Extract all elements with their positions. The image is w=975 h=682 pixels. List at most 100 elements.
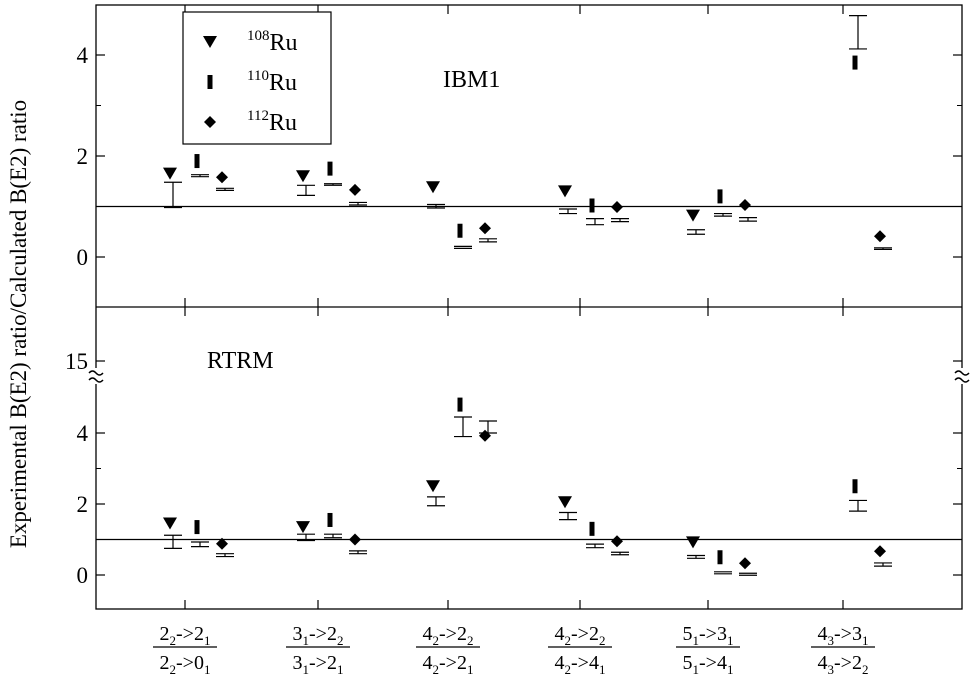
transition-text: 2 [457,652,467,674]
error-bar [427,203,445,209]
transition-text: 4 [717,652,727,674]
triangle-marker [163,517,177,530]
legend-mass-number: 108 [247,28,270,44]
transition-subscript: 1 [337,662,344,677]
bar-marker [852,479,858,494]
legend-element: Ru [269,70,297,96]
axis-break-right [954,368,970,384]
transition-text: 2 [160,623,170,645]
transition-text: 2 [589,623,599,645]
transition-text: 2 [194,623,204,645]
y-tick-label: 0 [77,245,89,270]
triangle-marker [558,496,572,509]
error-bar [586,218,604,226]
bar-marker [852,55,858,70]
axis-break-wave [954,377,970,383]
category-numerator: 42->22 [423,623,474,648]
axis-break-wave [88,370,104,376]
error-bar [479,420,497,434]
transition-text: -> [439,623,457,645]
transition-subscript: 2 [170,633,177,648]
transition-subscript: 1 [204,633,211,648]
diamond-marker [349,183,361,196]
transition-subscript: 3 [828,662,835,677]
transition-text: -> [176,623,194,645]
legend-element: Ru [270,30,298,56]
error-bar [739,217,757,222]
plot-frame [88,4,970,610]
transition-text: -> [309,623,327,645]
transition-text: -> [699,652,717,674]
diamond-marker [611,535,623,548]
error-bar [324,183,342,186]
transition-text: 4 [423,652,433,674]
y-tick-label: 4 [77,421,89,446]
transition-text: 0 [194,652,204,674]
bar-marker [194,154,200,169]
data-marks [163,15,892,576]
transition-text: 5 [683,652,693,674]
transition-text: 3 [717,623,727,645]
axis-break-mask [954,368,970,384]
error-bar [739,572,757,576]
error-bar [559,511,577,521]
error-bar [297,533,315,542]
axis-break-mask [88,368,104,384]
category-numerator: 22->21 [160,623,211,648]
transition-text: 2 [160,652,170,674]
transition-subscript: 2 [565,662,572,677]
transition-subscript: 2 [337,633,344,648]
bar-marker [194,520,200,535]
transition-text: 2 [457,623,467,645]
y-tick-label: 15 [65,349,88,374]
transition-text: 5 [683,623,693,645]
transition-subscript: 2 [467,633,474,648]
bar-marker [457,223,463,238]
transition-text: 2 [852,652,862,674]
transition-subscript: 2 [433,633,440,648]
error-bar [349,201,367,206]
transition-text: 4 [818,652,828,674]
triangle-marker [426,480,440,493]
error-bar [479,238,497,243]
error-bar [324,533,342,539]
error-bar [427,496,445,507]
error-bar [611,218,629,223]
category-labels: 22->2122->0131->2231->2142->2242->2142->… [153,623,875,677]
triangle-marker [558,185,572,198]
diamond-marker [874,545,886,558]
transition-subscript: 2 [565,633,572,648]
legend-entry: 112Ru [247,108,297,136]
error-bar [454,416,472,438]
y-ticks: 0 2 4 0 2 4 15 [65,5,962,609]
diamond-marker [216,537,228,550]
error-bar [687,229,705,235]
error-bar [714,212,732,217]
error-bar [687,554,705,559]
transition-text: 3 [293,652,303,674]
bar-marker [717,189,723,204]
legend-entry: 110Ru [247,68,297,96]
transition-subscript: 2 [170,662,177,677]
category-denominator: 42->41 [555,652,606,677]
transition-subscript: 1 [693,662,700,677]
error-bar [164,534,182,549]
error-bar [191,174,209,178]
diamond-marker [874,230,886,243]
y-axis-label: Experimental B(E2) ratio/Calculated B(E2… [6,100,31,548]
triangle-marker [296,170,310,183]
diamond-marker [611,201,623,214]
diamond-marker [349,533,361,546]
triangle-marker [426,181,440,194]
transition-text: -> [571,652,589,674]
transition-text: 4 [423,623,433,645]
y-tick-label: 2 [77,144,89,169]
category-denominator: 51->41 [683,652,734,677]
triangle-marker [686,536,700,549]
bar-marker [327,512,333,527]
error-bar [849,15,867,50]
